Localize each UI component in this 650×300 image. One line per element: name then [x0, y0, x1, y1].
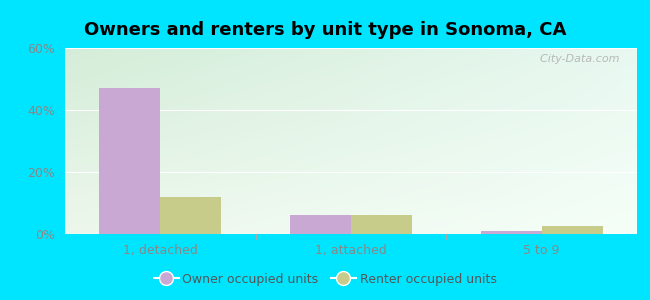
- Bar: [351, 215, 412, 234]
- Bar: [480, 231, 541, 234]
- Bar: [290, 215, 351, 234]
- Bar: [161, 197, 222, 234]
- Bar: [99, 88, 161, 234]
- Legend: Owner occupied units, Renter occupied units: Owner occupied units, Renter occupied un…: [148, 268, 502, 291]
- Text: Owners and renters by unit type in Sonoma, CA: Owners and renters by unit type in Sonom…: [84, 21, 566, 39]
- Bar: [541, 226, 603, 234]
- Text: City-Data.com: City-Data.com: [534, 54, 620, 64]
